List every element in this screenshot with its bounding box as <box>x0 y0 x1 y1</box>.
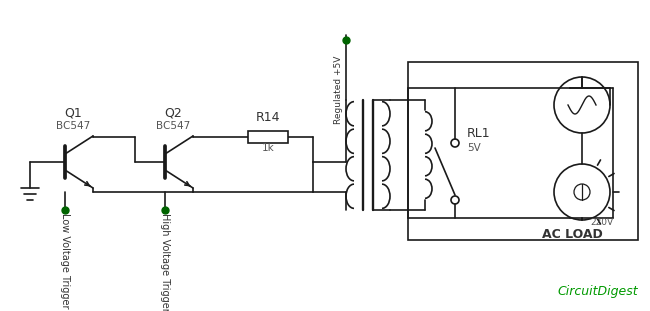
Text: Regulated +5V: Regulated +5V <box>334 56 343 124</box>
Text: R14: R14 <box>255 111 280 124</box>
Text: RL1: RL1 <box>467 127 491 140</box>
Text: BC547: BC547 <box>56 121 90 131</box>
Text: Q1: Q1 <box>64 107 82 120</box>
Text: AC LOAD: AC LOAD <box>541 228 603 241</box>
Bar <box>248 131 288 143</box>
Text: BC547: BC547 <box>156 121 190 131</box>
Text: 220V: 220V <box>590 218 613 227</box>
Bar <box>408 62 638 240</box>
Text: CircuitDigest: CircuitDigest <box>558 285 638 298</box>
Text: 1k: 1k <box>261 143 274 153</box>
Text: High Voltage Trigger: High Voltage Trigger <box>160 213 170 311</box>
Text: Low Voltage Trigger: Low Voltage Trigger <box>60 213 70 309</box>
Text: 5V: 5V <box>467 143 481 153</box>
Text: Q2: Q2 <box>164 107 182 120</box>
